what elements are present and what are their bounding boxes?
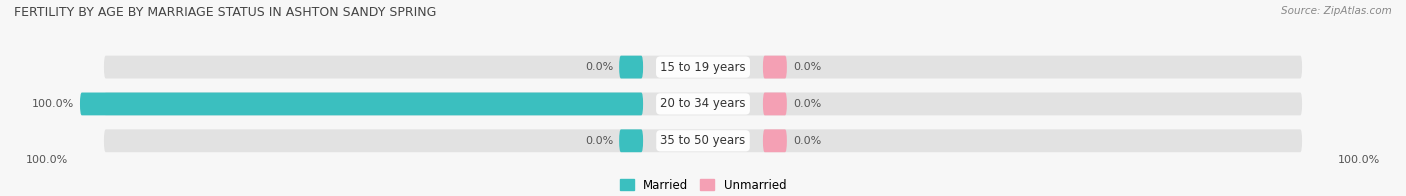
FancyBboxPatch shape [104,56,1302,79]
Text: 100.0%: 100.0% [32,99,75,109]
Text: Source: ZipAtlas.com: Source: ZipAtlas.com [1281,6,1392,16]
Text: 20 to 34 years: 20 to 34 years [661,97,745,110]
FancyBboxPatch shape [619,129,643,152]
Text: 100.0%: 100.0% [27,155,69,165]
Text: 0.0%: 0.0% [585,136,613,146]
FancyBboxPatch shape [80,93,643,115]
FancyBboxPatch shape [619,56,643,79]
Text: 35 to 50 years: 35 to 50 years [661,134,745,147]
Text: 100.0%: 100.0% [1337,155,1379,165]
Text: FERTILITY BY AGE BY MARRIAGE STATUS IN ASHTON SANDY SPRING: FERTILITY BY AGE BY MARRIAGE STATUS IN A… [14,6,436,19]
Text: 0.0%: 0.0% [793,99,821,109]
Text: 15 to 19 years: 15 to 19 years [661,61,745,74]
FancyBboxPatch shape [763,93,787,115]
FancyBboxPatch shape [104,93,1302,115]
Text: 0.0%: 0.0% [793,62,821,72]
FancyBboxPatch shape [763,56,787,79]
Text: 0.0%: 0.0% [793,136,821,146]
Legend: Married, Unmarried: Married, Unmarried [620,179,786,191]
FancyBboxPatch shape [763,129,787,152]
FancyBboxPatch shape [104,129,1302,152]
Text: 0.0%: 0.0% [585,62,613,72]
